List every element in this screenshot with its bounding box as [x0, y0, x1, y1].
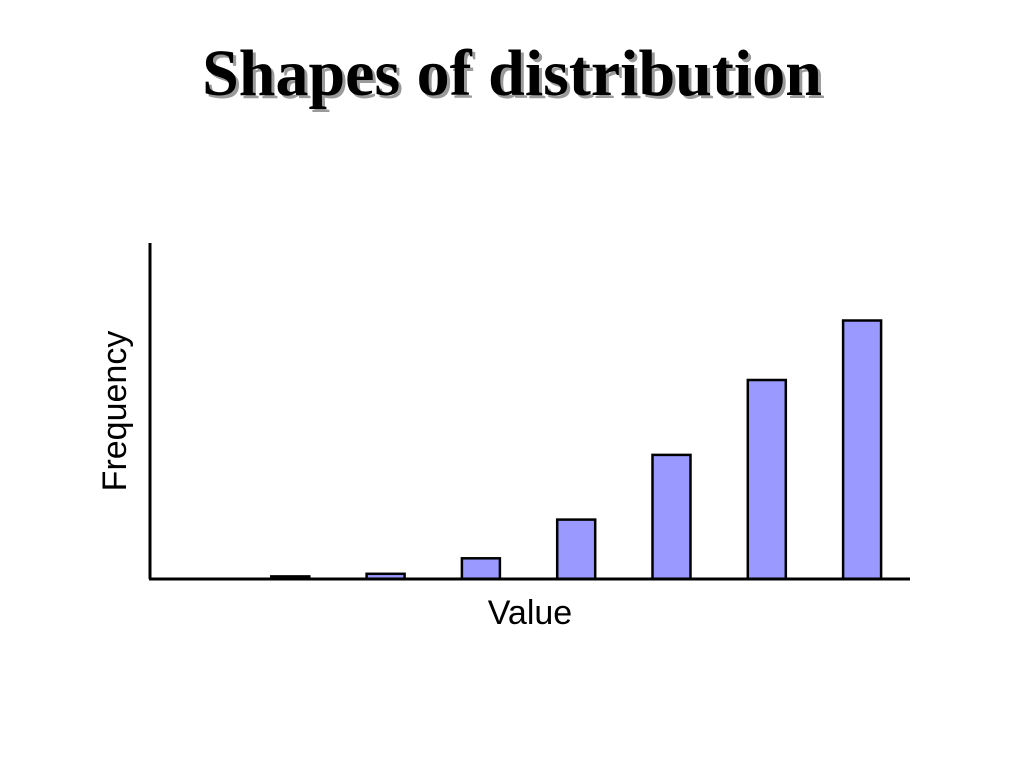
bar-5: [555, 518, 597, 581]
slide-title: Shapes of distribution: [202, 37, 822, 110]
x-axis-label: Value: [488, 594, 572, 632]
bar-8: [841, 319, 883, 581]
bar-7: [746, 378, 788, 581]
bars-group: [270, 319, 883, 581]
bar-6: [651, 453, 692, 581]
y-axis-label: Frequency: [96, 331, 134, 492]
bar-4: [460, 557, 502, 581]
